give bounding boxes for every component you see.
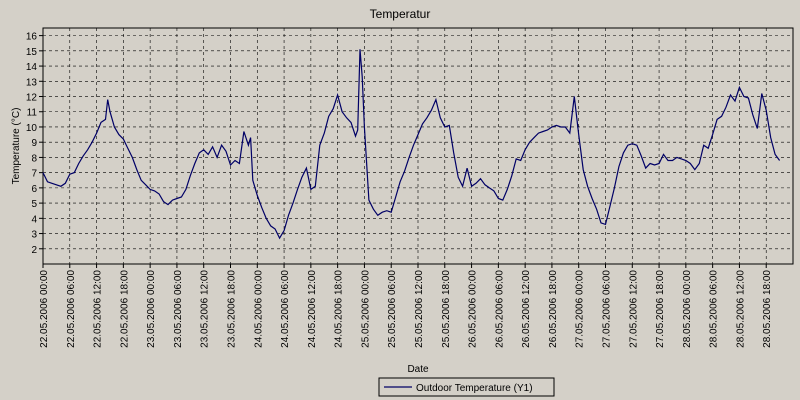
x-axis-ticks: 22.05.2006 00:00 22.05.2006 06:00 22.05.20… — [39, 264, 773, 348]
x-tick-label: 22.05.2006 06:00 — [66, 270, 77, 348]
y-tick-label: 3 — [31, 230, 37, 241]
x-tick-label: 28.05.2006 00:00 — [682, 270, 693, 348]
x-tick-label: 25.05.2006 18:00 — [441, 270, 452, 348]
chart-title: Temperatur — [370, 7, 431, 21]
x-tick-label: 23.05.2006 06:00 — [173, 270, 184, 348]
x-tick-label: 26.05.2006 06:00 — [494, 270, 505, 348]
x-tick-label: 27.05.2006 12:00 — [628, 270, 639, 348]
x-tick-label: 24.05.2006 18:00 — [334, 270, 345, 348]
y-tick-label: 2 — [31, 245, 37, 256]
x-tick-label: 27.05.2006 06:00 — [602, 270, 613, 348]
y-tick-label: 4 — [31, 214, 37, 225]
x-tick-label: 25.05.2006 06:00 — [387, 270, 398, 348]
x-tick-label: 26.05.2006 18:00 — [548, 270, 559, 348]
x-tick-label: 24.05.2006 06:00 — [280, 270, 291, 348]
grid-layer — [42, 28, 793, 264]
x-tick-label: 23.05.2006 18:00 — [227, 270, 238, 348]
y-tick-label: 11 — [27, 108, 38, 119]
y-tick-label: 9 — [31, 138, 37, 149]
x-tick-label: 22.05.2006 00:00 — [39, 270, 50, 348]
x-tick-label: 28.05.2006 18:00 — [762, 270, 773, 348]
x-axis-label: Date — [407, 364, 429, 375]
x-tick-label: 26.05.2006 12:00 — [521, 270, 532, 348]
legend-label: Outdoor Temperature (Y1) — [416, 383, 533, 394]
x-tick-label: 28.05.2006 12:00 — [735, 270, 746, 348]
y-axis-label: Temperature (°C) — [11, 108, 22, 185]
x-tick-label: 22.05.2006 18:00 — [119, 270, 130, 348]
x-tick-label: 28.05.2006 06:00 — [709, 270, 720, 348]
legend-box — [378, 377, 555, 397]
y-tick-label: 6 — [31, 184, 37, 195]
y-tick-label: 15 — [26, 47, 38, 58]
y-tick-label: 13 — [26, 77, 38, 88]
y-tick-label: 16 — [26, 32, 38, 43]
plot-area — [42, 27, 794, 265]
y-tick-label: 8 — [31, 153, 37, 164]
x-tick-label: 24.05.2006 00:00 — [253, 270, 264, 348]
x-tick-label: 26.05.2006 00:00 — [468, 270, 479, 348]
y-tick-label: 7 — [31, 169, 37, 180]
y-tick-label: 5 — [31, 199, 37, 210]
x-tick-label: 23.05.2006 00:00 — [146, 270, 157, 348]
y-tick-label: 14 — [26, 62, 38, 73]
y-tick-label: 12 — [26, 93, 38, 104]
x-tick-label: 25.05.2006 12:00 — [414, 270, 425, 348]
x-tick-label: 27.05.2006 18:00 — [655, 270, 666, 348]
outdoor-temperature-line — [42, 49, 781, 240]
x-tick-label: 23.05.2006 12:00 — [200, 270, 211, 348]
y-axis-ticks: 2 3 4 5 6 7 8 9 10 11 12 13 14 15 16 — [26, 32, 43, 256]
legend: Outdoor Temperature (Y1) — [378, 377, 555, 397]
y-tick-label: 10 — [26, 123, 38, 134]
x-tick-label: 24.05.2006 12:00 — [307, 270, 318, 348]
x-tick-label: 27.05.2006 00:00 — [575, 270, 586, 348]
x-tick-label: 25.05.2006 00:00 — [360, 270, 371, 348]
x-tick-label: 22.05.2006 12:00 — [93, 270, 104, 348]
